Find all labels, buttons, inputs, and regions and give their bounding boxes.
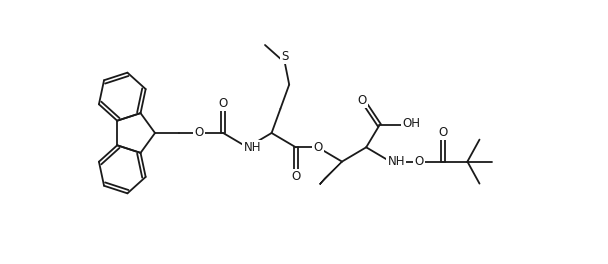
Text: O: O	[415, 155, 424, 168]
Text: O: O	[313, 141, 322, 154]
Text: O: O	[358, 94, 367, 107]
Text: NH: NH	[388, 155, 405, 168]
Polygon shape	[320, 162, 342, 184]
Text: S: S	[281, 50, 288, 63]
Text: O: O	[291, 170, 300, 183]
Text: OH: OH	[402, 117, 421, 130]
Text: O: O	[195, 126, 204, 139]
Text: O: O	[218, 97, 228, 110]
Text: NH: NH	[244, 141, 261, 154]
Text: O: O	[438, 126, 448, 139]
